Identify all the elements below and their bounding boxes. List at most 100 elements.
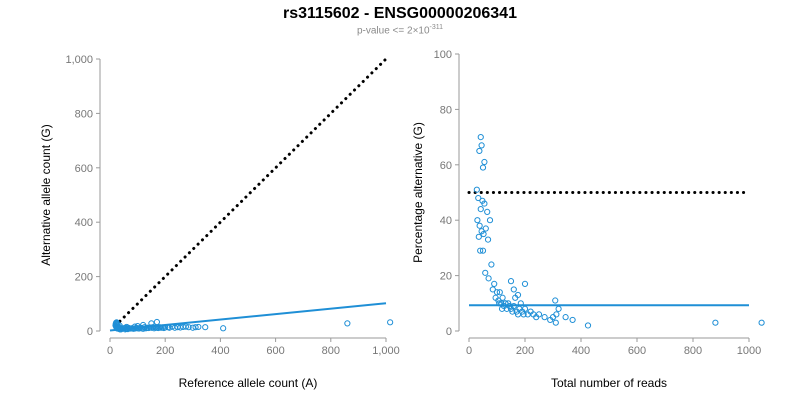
right-data-point bbox=[486, 217, 494, 224]
left-y-tick-label: 0 bbox=[87, 326, 93, 338]
right-data-point bbox=[475, 194, 482, 202]
left-y-tick-label: 400 bbox=[75, 217, 93, 229]
right-data-point bbox=[514, 291, 522, 299]
right-y-tick-label: 40 bbox=[440, 215, 452, 227]
chart-subtitle: p-value <= 2×10-311 bbox=[0, 24, 800, 36]
left-y-tick-label: 200 bbox=[75, 272, 93, 284]
right-data-point bbox=[488, 261, 495, 268]
left-data-point bbox=[113, 319, 120, 326]
right-data-point bbox=[521, 305, 529, 312]
subtitle-exponent: -311 bbox=[429, 24, 444, 31]
right-data-point bbox=[520, 311, 527, 318]
left-data-point bbox=[202, 324, 209, 331]
subtitle-times: × bbox=[412, 25, 419, 37]
right-data-point bbox=[482, 269, 489, 276]
right-data-point bbox=[484, 236, 492, 243]
right-x-tick-label: 400 bbox=[572, 345, 590, 357]
left-data-point bbox=[162, 324, 169, 331]
right-data-point bbox=[493, 289, 501, 296]
left-y-tick-label: 800 bbox=[75, 108, 93, 120]
right-data-point bbox=[541, 314, 548, 321]
right-data-point bbox=[481, 158, 488, 166]
right-y-tick-label: 100 bbox=[434, 49, 452, 61]
left-data-point bbox=[192, 324, 199, 331]
right-data-point bbox=[510, 286, 517, 293]
right-y-tick-label: 80 bbox=[440, 104, 452, 116]
right-data-point bbox=[476, 222, 483, 229]
right-data-point bbox=[484, 208, 491, 215]
right-data-point bbox=[521, 280, 529, 288]
right-y-tick-label: 20 bbox=[440, 271, 452, 283]
right-data-point bbox=[474, 217, 481, 224]
left-data-point bbox=[195, 323, 202, 331]
left-data-point bbox=[185, 324, 192, 331]
right-data-point bbox=[569, 316, 576, 324]
right-data-point bbox=[535, 311, 543, 318]
left-x-tick-label: 600 bbox=[266, 345, 284, 357]
right-data-point bbox=[553, 311, 560, 318]
right-data-point bbox=[473, 186, 480, 193]
left-x-axis-label: Reference allele count (A) bbox=[179, 376, 318, 390]
left-data-point bbox=[134, 323, 141, 330]
chart-title: rs3115602 - ENSG00000206341 bbox=[283, 5, 517, 22]
right-data-point bbox=[510, 302, 517, 310]
right-data-point bbox=[481, 200, 488, 207]
left-data-point bbox=[182, 323, 189, 330]
right-data-point bbox=[477, 206, 484, 213]
left-data-point bbox=[140, 321, 147, 329]
right-data-point bbox=[489, 286, 496, 293]
left-data-point bbox=[122, 324, 129, 332]
left-x-tick-label: 1,000 bbox=[372, 345, 400, 357]
right-data-point bbox=[496, 289, 503, 296]
right-data-point bbox=[507, 278, 515, 285]
right-data-point bbox=[712, 319, 719, 326]
left-x-tick-label: 0 bbox=[107, 345, 113, 357]
subtitle-prefix: p-value <= 2 bbox=[356, 25, 413, 37]
right-data-point bbox=[758, 319, 765, 326]
right-x-tick-label: 800 bbox=[684, 345, 702, 357]
left-data-point bbox=[344, 320, 351, 327]
right-data-point bbox=[552, 319, 559, 326]
right-data-point bbox=[498, 305, 506, 312]
right-x-axis-label: Total number of reads bbox=[551, 376, 667, 390]
right-x-tick-label: 200 bbox=[516, 345, 534, 357]
subtitle-base: 10 bbox=[418, 25, 430, 37]
right-y-tick-label: 0 bbox=[446, 326, 452, 338]
left-data-point bbox=[131, 323, 138, 330]
left-reference-line bbox=[114, 57, 388, 328]
right-data-point bbox=[477, 134, 484, 141]
right-data-point bbox=[491, 280, 498, 288]
left-x-tick-label: 200 bbox=[156, 345, 174, 357]
right-data-point bbox=[479, 247, 487, 254]
right-data-point bbox=[482, 225, 489, 232]
right-x-tick-label: 1000 bbox=[737, 345, 761, 357]
right-data-point bbox=[478, 142, 485, 149]
right-data-point bbox=[509, 308, 516, 315]
right-data-point bbox=[517, 300, 524, 307]
right-data-point bbox=[562, 314, 569, 321]
right-data-point bbox=[476, 147, 483, 155]
right-data-point bbox=[584, 322, 592, 329]
left-data-point bbox=[124, 324, 132, 331]
right-data-point bbox=[485, 275, 492, 282]
right-data-point bbox=[552, 297, 559, 304]
left-y-tick-label: 1,000 bbox=[65, 54, 93, 66]
right-x-tick-label: 0 bbox=[466, 345, 472, 357]
right-data-point bbox=[502, 300, 509, 307]
left-data-point bbox=[153, 318, 161, 326]
right-data-point bbox=[477, 247, 484, 254]
right-data-point bbox=[479, 164, 487, 171]
left-x-tick-label: 400 bbox=[211, 345, 229, 357]
left-y-tick-label: 600 bbox=[75, 163, 93, 175]
right-data-point bbox=[555, 305, 562, 312]
right-data-point bbox=[499, 294, 506, 301]
left-data-point bbox=[148, 320, 155, 327]
right-data-point bbox=[475, 233, 482, 240]
right-x-tick-label: 600 bbox=[628, 345, 646, 357]
left-y-axis-label: Alternative allele count (G) bbox=[39, 124, 53, 265]
right-data-point bbox=[496, 300, 503, 307]
right-y-axis-label: Percentage alternative (G) bbox=[411, 122, 425, 263]
